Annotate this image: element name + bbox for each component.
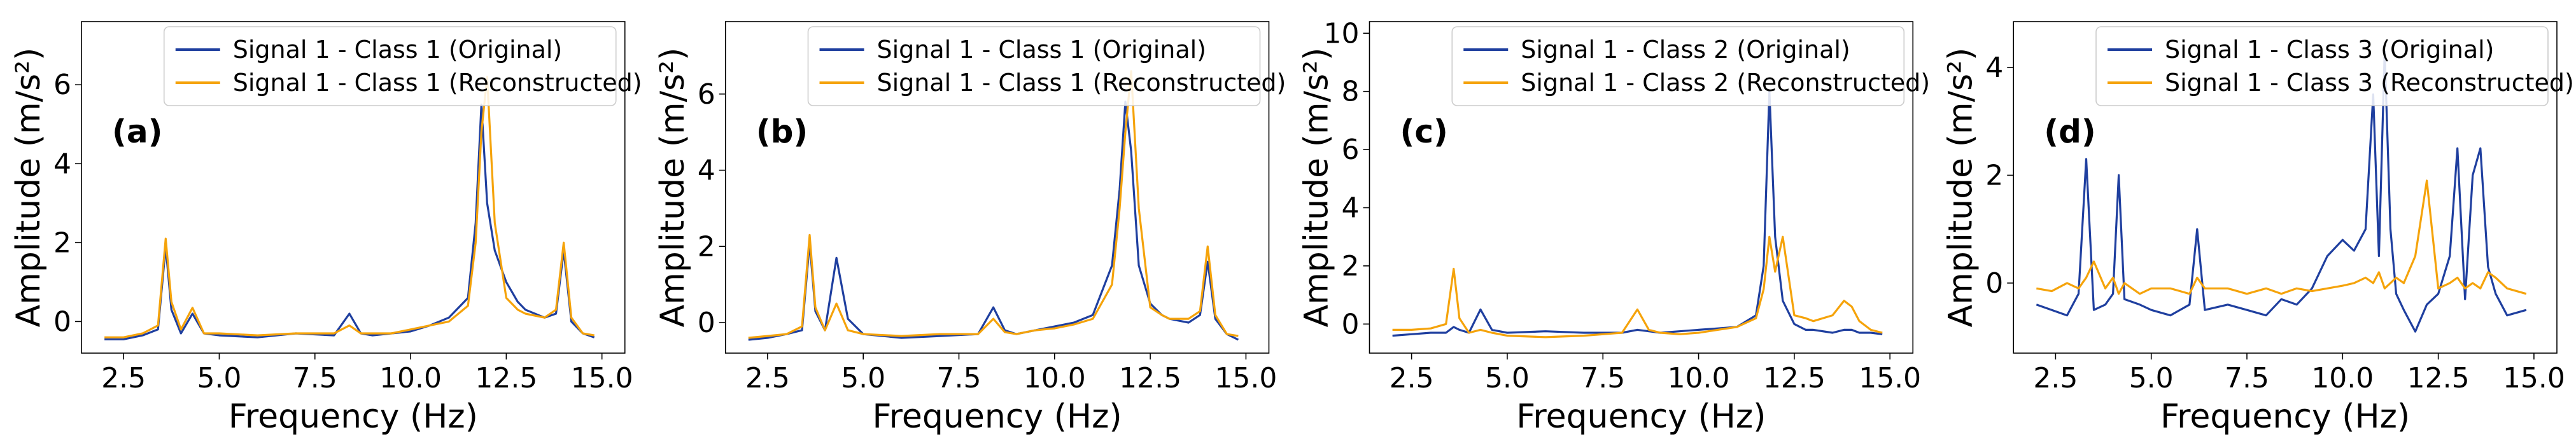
- axes-frame: [81, 21, 626, 354]
- legend-box: [2095, 26, 2549, 106]
- x-axis-label: Frequency (Hz): [2160, 398, 2410, 436]
- x-tick-label: 7.5: [2225, 362, 2269, 394]
- x-tick-label: 7.5: [293, 362, 337, 394]
- series-line-original: [748, 101, 1239, 341]
- chart-panel-2: 2.5 5.0 7.5 10.0 12.5 15.0 0 2 4 6 Frequency (Hz) A…: [654, 21, 1286, 436]
- y-tick-label: 2: [698, 230, 715, 263]
- y-tick-label: 0: [1342, 308, 1360, 340]
- panel-label: (d): [2044, 113, 2096, 150]
- x-axis-label: Frequency (Hz): [1516, 398, 1766, 436]
- x-tick-label: 15.0: [2503, 362, 2565, 394]
- y-tick-label: 4: [1342, 192, 1360, 224]
- x-tick-label: 2.5: [1390, 362, 1434, 394]
- legend: Signal 1 - Class 1 (Original) Signal 1 - …: [807, 26, 1286, 106]
- legend: Signal 1 - Class 2 (Original) Signal 1 - …: [1451, 26, 1930, 106]
- x-tick-label: 12.5: [1763, 362, 1826, 394]
- y-tick-label: 8: [1342, 76, 1360, 108]
- legend-box: [807, 26, 1261, 106]
- y-tick-label: 4: [53, 148, 71, 180]
- y-axis-label: Amplitude (m/s²): [654, 48, 692, 328]
- y-axis-label: Amplitude (m/s²): [1941, 48, 1980, 328]
- series-line-reconstructed: [104, 76, 595, 338]
- series-line-reconstructed: [1392, 235, 1883, 338]
- y-tick-label: 6: [698, 78, 715, 111]
- legend-box: [1451, 26, 1905, 106]
- y-tick-label: 0: [53, 305, 71, 338]
- legend-box: [163, 26, 617, 106]
- chart-panel-3: 2.5 5.0 7.5 10.0 12.5 15.0 0 2 4 6 8 10 Frequency (H…: [1298, 17, 1931, 436]
- series-line-original: [2036, 50, 2527, 333]
- x-tick-label: 15.0: [1859, 362, 1921, 394]
- legend-entry: Signal 1 - Class 1 (Reconstructed): [877, 69, 1286, 97]
- y-tick-label: 4: [1985, 52, 2003, 84]
- chart-panel-1: 2.5 5.0 7.5 10.0 12.5 15.0 0 2 4 6 Frequency (Hz) A…: [10, 21, 642, 436]
- axes-frame: [1369, 21, 1914, 354]
- x-tick-label: 2.5: [101, 362, 146, 394]
- x-tick-label: 12.5: [2407, 362, 2470, 394]
- series-line-reconstructed: [748, 70, 1239, 339]
- x-tick-label: 5.0: [197, 362, 241, 394]
- x-tick-label: 2.5: [2033, 362, 2078, 394]
- panel-label: (b): [756, 113, 808, 150]
- x-tick-label: 10.0: [2311, 362, 2374, 394]
- y-tick-label: 2: [1985, 159, 2003, 192]
- panel-label: (a): [112, 113, 162, 150]
- y-tick-label: 6: [53, 69, 71, 101]
- legend-entry: Signal 1 - Class 1 (Original): [877, 36, 1207, 64]
- x-tick-label: 15.0: [1214, 362, 1277, 394]
- y-tick-label: 2: [53, 226, 71, 259]
- x-tick-label: 7.5: [1580, 362, 1625, 394]
- x-tick-label: 5.0: [841, 362, 885, 394]
- panel-label: (c): [1400, 113, 1448, 150]
- legend-entry: Signal 1 - Class 3 (Reconstructed): [2165, 69, 2574, 97]
- y-tick-label: 0: [698, 307, 715, 339]
- chart-panel-4: 2.5 5.0 7.5 10.0 12.5 15.0 0 2 4 Frequency (Hz) Am…: [1941, 21, 2574, 436]
- y-tick-label: 4: [698, 155, 715, 187]
- series-line-reconstructed: [2036, 179, 2527, 295]
- y-axis-label: Amplitude (m/s²): [1298, 48, 1336, 328]
- x-tick-label: 12.5: [1119, 362, 1181, 394]
- y-tick-label: 10: [1324, 17, 1360, 50]
- y-tick-label: 6: [1342, 134, 1360, 166]
- x-tick-label: 15.0: [571, 362, 633, 394]
- y-tick-label: 2: [1342, 250, 1360, 282]
- x-tick-label: 10.0: [1668, 362, 1730, 394]
- x-tick-label: 5.0: [2129, 362, 2174, 394]
- x-axis-label: Frequency (Hz): [229, 398, 478, 436]
- axes-frame: [724, 21, 1270, 354]
- legend-entry: Signal 1 - Class 2 (Reconstructed): [1521, 69, 1930, 97]
- series-line-original: [1392, 90, 1883, 337]
- legend: Signal 1 - Class 3 (Original) Signal 1 - …: [2095, 26, 2574, 106]
- legend-entry: Signal 1 - Class 1 (Original): [233, 36, 563, 64]
- legend-entry: Signal 1 - Class 2 (Original): [1521, 36, 1850, 64]
- x-tick-label: 7.5: [937, 362, 982, 394]
- x-tick-label: 10.0: [379, 362, 442, 394]
- x-axis-label: Frequency (Hz): [873, 398, 1122, 436]
- x-tick-label: 10.0: [1024, 362, 1086, 394]
- y-axis-label: Amplitude (m/s²): [10, 48, 48, 328]
- legend: Signal 1 - Class 1 (Original) Signal 1 - …: [163, 26, 642, 106]
- x-tick-label: 12.5: [475, 362, 537, 394]
- x-tick-label: 5.0: [1485, 362, 1530, 394]
- x-tick-label: 2.5: [745, 362, 790, 394]
- y-tick-label: 0: [1985, 267, 2003, 300]
- axes-frame: [2013, 21, 2558, 354]
- series-line-original: [104, 103, 595, 340]
- legend-entry: Signal 1 - Class 3 (Original): [2165, 36, 2495, 64]
- legend-entry: Signal 1 - Class 1 (Reconstructed): [233, 69, 642, 97]
